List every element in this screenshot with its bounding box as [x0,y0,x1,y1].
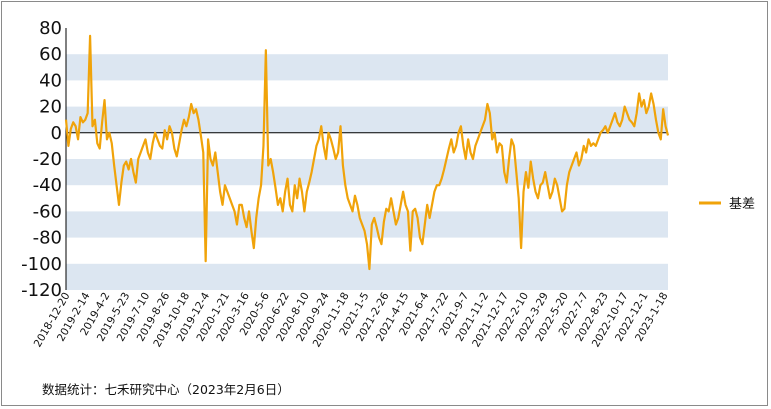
y-tick-label: 20 [39,97,62,118]
series-line-basis [64,34,670,271]
grid-band [66,54,668,81]
y-tick-label: 0 [51,123,62,144]
source-note: 数据统计：七禾研究中心（2023年2月6日） [42,382,290,397]
x-axis-ticks: 2018-12-202019-2-142019-4-22019-5-232019… [32,290,671,349]
grid-band [66,106,668,133]
grid-band [66,211,668,238]
y-tick-label: -20 [33,149,62,170]
y-tick-label: -60 [33,201,62,222]
legend-label: 基差 [729,197,755,212]
y-tick-label: -120 [21,280,62,301]
y-tick-label: 40 [39,70,62,91]
y-tick-label: -40 [33,175,62,196]
y-tick-label: 60 [39,44,62,65]
grid-bands [66,54,668,290]
y-tick-label: -80 [33,228,62,249]
y-axis-ticks: 80 60 40 20 0 -20 -40 -60 -80 -100 -120 [21,18,62,301]
legend: 基差 [699,197,755,212]
series-layer [64,34,670,271]
grid-band [66,263,668,290]
y-tick-label: -100 [21,254,62,275]
y-tick-label: 80 [39,18,62,39]
